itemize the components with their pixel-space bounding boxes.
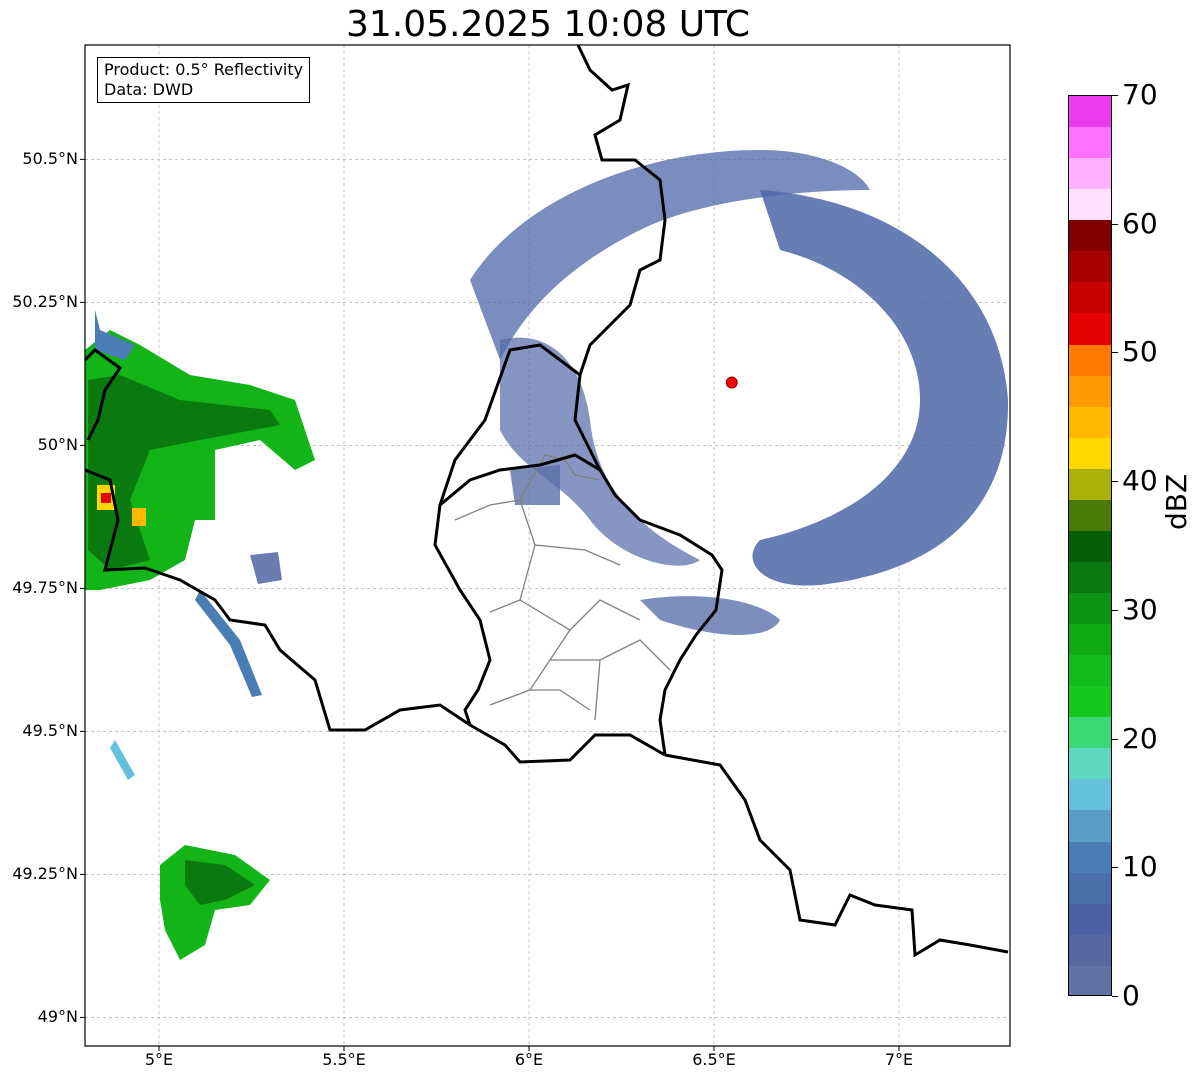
colorbar-bin — [1069, 251, 1111, 283]
colorbar-tick — [1112, 223, 1118, 225]
colorbar-bin — [1069, 934, 1111, 966]
colorbar-tick-label: 30 — [1122, 592, 1158, 626]
echo-sw-core — [185, 860, 255, 905]
colorbar-bin — [1069, 593, 1111, 625]
echo-patch-sw — [250, 552, 282, 584]
data-source-label: Data: DWD — [104, 80, 194, 99]
colorbar-bin — [1069, 499, 1111, 531]
colorbar-tick — [1112, 609, 1118, 611]
colorbar-tick-label: 70 — [1122, 78, 1158, 111]
map-borders — [83, 44, 1009, 958]
colorbar-tick — [1112, 352, 1118, 354]
x-tick-label: 5°E — [144, 1050, 174, 1069]
x-tick-label: 6°E — [514, 1050, 544, 1069]
colorbar-bin — [1069, 96, 1111, 128]
colorbar-tick — [1112, 738, 1118, 740]
colorbar-bin — [1069, 748, 1111, 780]
colorbar-bin — [1069, 779, 1111, 811]
colorbar-bin — [1069, 903, 1111, 935]
colorbar-bin — [1069, 158, 1111, 190]
colorbar-bin — [1069, 220, 1111, 252]
echo-west-edge — [95, 310, 135, 360]
colorbar-bin — [1069, 282, 1111, 314]
y-tick-label: 49.25°N — [12, 864, 78, 884]
colorbar-bin — [1069, 375, 1111, 407]
colorbar-tick-label: 60 — [1122, 206, 1158, 240]
echo-streak-1 — [110, 740, 135, 780]
colorbar-tick-label: 0 — [1122, 979, 1140, 1012]
colorbar-bin — [1069, 127, 1111, 159]
x-axis-ticks — [158, 1046, 900, 1051]
product-info-box: Product: 0.5° Reflectivity Data: DWD — [97, 57, 311, 103]
colorbar-bin — [1069, 344, 1111, 376]
colorbar-bin — [1069, 530, 1111, 562]
y-tick-label: 50.5°N — [22, 149, 78, 169]
colorbar-tick-label: 40 — [1122, 464, 1158, 498]
colorbar-bin — [1069, 841, 1111, 873]
colorbar-tick — [1112, 996, 1118, 997]
colorbar-unit-label: dBZ — [1160, 473, 1193, 530]
colorbar-bin — [1069, 406, 1111, 438]
colorbar-tick — [1112, 95, 1118, 96]
colorbar-bin — [1069, 561, 1111, 593]
colorbar-tick-label: 10 — [1122, 850, 1158, 884]
echo-arc-north — [470, 150, 870, 360]
admin-boundaries — [454, 454, 671, 721]
product-label: Product: 0.5° Reflectivity — [104, 60, 304, 79]
y-axis-ticks — [80, 158, 85, 1018]
colorbar-bin — [1069, 965, 1111, 995]
colorbar-bin — [1069, 810, 1111, 842]
y-tick-label: 50.25°N — [12, 292, 78, 312]
colorbar-tick-label: 50 — [1122, 335, 1158, 369]
border-be-west — [83, 348, 123, 441]
colorbar-tick-label: 20 — [1122, 721, 1158, 755]
y-tick-label: 49.5°N — [22, 721, 78, 741]
radar-echoes — [85, 150, 1009, 960]
colorbar-bin — [1069, 624, 1111, 656]
echo-core-red — [101, 493, 111, 503]
colorbar-tick — [1112, 481, 1118, 483]
y-tick-label: 49°N — [37, 1007, 78, 1027]
x-tick-label: 5.5°E — [322, 1050, 366, 1069]
map-title: 31.05.2025 10:08 UTC — [345, 4, 751, 45]
colorbar-bin — [1069, 468, 1111, 500]
border-be-fr — [84, 343, 581, 732]
colorbar-bin — [1069, 437, 1111, 469]
colorbar-bin — [1069, 872, 1111, 904]
colorbar-bin — [1069, 313, 1111, 345]
graticule — [85, 45, 1010, 1046]
x-tick-label: 7°E — [884, 1050, 914, 1069]
colorbar-bin — [1069, 686, 1111, 718]
colorbar-bin — [1069, 717, 1111, 749]
echo-ring-east — [752, 190, 1009, 586]
border-be-de — [573, 44, 667, 471]
y-tick-label: 50°N — [37, 435, 78, 455]
border-lux — [433, 453, 724, 764]
echo-patch-mid — [510, 465, 560, 505]
colorbar-tick — [1112, 867, 1118, 869]
echo-streak-2 — [195, 590, 262, 697]
echo-core-orange — [132, 508, 146, 526]
echo-arc-west — [500, 337, 700, 566]
radar-site-marker — [725, 376, 738, 389]
x-tick-label: 6.5°E — [692, 1050, 736, 1069]
y-tick-label: 49.75°N — [12, 578, 78, 598]
colorbar-bin — [1069, 655, 1111, 687]
map-frame — [84, 44, 1011, 1047]
colorbar — [1068, 95, 1112, 996]
colorbar-bin — [1069, 189, 1111, 221]
border-fr-de — [664, 753, 1009, 958]
